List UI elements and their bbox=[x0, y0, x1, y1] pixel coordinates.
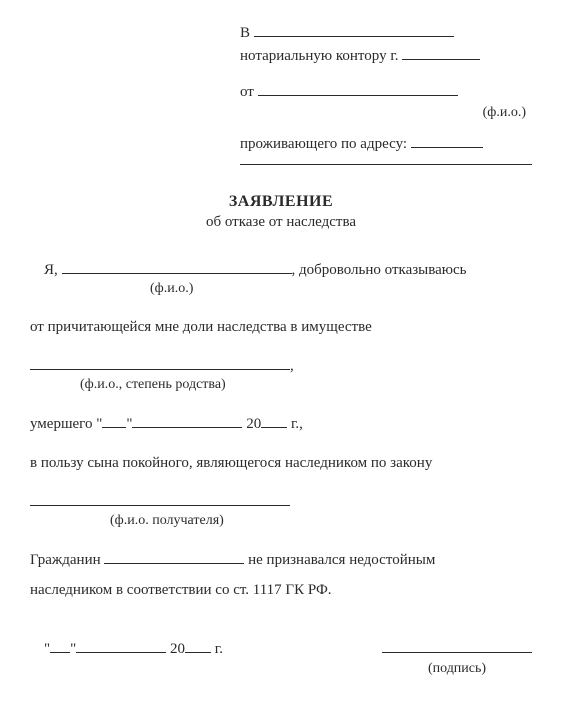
address-line: проживающего по адресу: bbox=[240, 133, 532, 154]
citizen-suffix: не признавался недостойным bbox=[244, 552, 435, 568]
died-month-blank bbox=[132, 413, 242, 428]
from-blank bbox=[258, 81, 458, 96]
relation-hint: (ф.и.о., степень родства) bbox=[80, 376, 532, 395]
header-block: В нотариальную контору г. от (ф.и.о.) пр… bbox=[240, 22, 532, 165]
died-day-blank bbox=[102, 413, 126, 428]
line-i: Я, , добровольно отказываюсь (ф.и.о.) bbox=[30, 259, 532, 299]
to-city-blank bbox=[402, 45, 480, 60]
body-block: Я, , добровольно отказываюсь (ф.и.о.) от… bbox=[30, 259, 532, 601]
address-blank bbox=[411, 133, 483, 148]
to-office: нотариальную контору г. bbox=[240, 48, 399, 64]
died-year-blank bbox=[261, 413, 287, 428]
line-died: умершего "" 20 г., bbox=[30, 413, 532, 434]
line-relation: , (ф.и.о., степень родства) bbox=[30, 355, 532, 395]
footer-signature: (подпись) bbox=[382, 638, 532, 678]
line-share: от причитающейся мне доли наследства в и… bbox=[30, 317, 532, 337]
line-citizen: Гражданин не признавался недостойным bbox=[30, 549, 532, 570]
line-favor: в пользу сына покойного, являющегося нас… bbox=[30, 453, 532, 473]
i-fio-blank bbox=[62, 259, 292, 274]
date-year-blank bbox=[185, 638, 211, 653]
to-blank-1 bbox=[254, 22, 454, 37]
i-suffix: , добровольно отказываюсь bbox=[292, 262, 467, 278]
recipient-blank bbox=[30, 491, 290, 506]
date-day-blank bbox=[50, 638, 70, 653]
from-fio-hint: (ф.и.о.) bbox=[240, 104, 532, 123]
to-prefix: В bbox=[240, 25, 250, 41]
to-line-2: нотариальную контору г. bbox=[240, 45, 532, 66]
date-year-prefix: 20 bbox=[166, 641, 185, 657]
died-year-prefix: 20 bbox=[242, 416, 261, 432]
document-page: В нотариальную контору г. от (ф.и.о.) пр… bbox=[0, 0, 562, 699]
footer-date: "" 20 г. bbox=[30, 638, 223, 659]
title-sub: об отказе от наследства bbox=[30, 212, 532, 232]
line-article: наследником в соответствии со ст. 1117 Г… bbox=[30, 580, 532, 600]
recipient-hint: (ф.и.о. получателя) bbox=[110, 512, 532, 531]
date-month-blank bbox=[76, 638, 166, 653]
relation-blank bbox=[30, 355, 290, 370]
citizen-blank bbox=[104, 549, 244, 564]
signature-hint: (подпись) bbox=[382, 660, 532, 679]
address-prefix: проживающего по адресу: bbox=[240, 136, 407, 152]
i-fio-hint: (ф.и.о.) bbox=[150, 280, 532, 299]
footer-row: "" 20 г. (подпись) bbox=[30, 638, 532, 678]
title-main: ЗАЯВЛЕНИЕ bbox=[30, 191, 532, 213]
header-divider bbox=[240, 164, 532, 165]
from-line: от bbox=[240, 81, 532, 102]
date-year-suffix: г. bbox=[211, 641, 223, 657]
signature-blank bbox=[382, 638, 532, 653]
died-prefix: умершего " bbox=[30, 416, 102, 432]
title-block: ЗАЯВЛЕНИЕ об отказе от наследства bbox=[30, 191, 532, 233]
line-recipient: (ф.и.о. получателя) bbox=[30, 491, 532, 531]
i-prefix: Я, bbox=[44, 262, 58, 278]
from-prefix: от bbox=[240, 84, 254, 100]
citizen-prefix: Гражданин bbox=[30, 552, 101, 568]
to-line: В bbox=[240, 22, 532, 43]
died-year-suffix: г., bbox=[287, 416, 303, 432]
